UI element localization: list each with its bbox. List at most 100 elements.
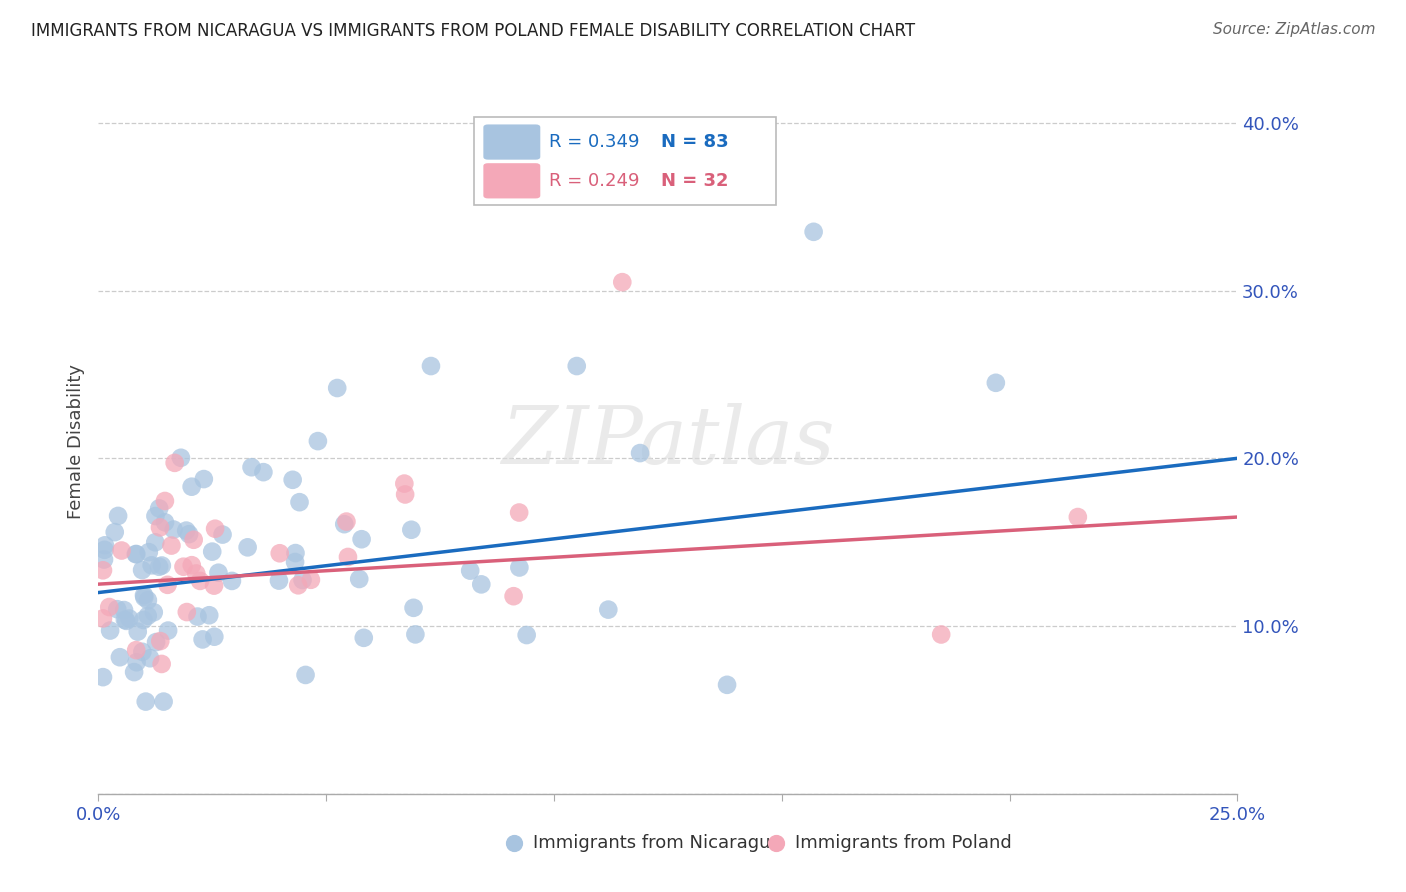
Point	[139, 651, 162, 665]
Point	[202, 630, 225, 644]
Point	[201, 544, 224, 558]
Point	[98, 600, 121, 615]
Point	[132, 588, 155, 602]
Point	[326, 381, 349, 395]
Point	[174, 524, 197, 538]
Point	[125, 547, 148, 561]
Point	[508, 506, 530, 520]
Point	[176, 605, 198, 619]
Point	[508, 560, 530, 574]
Point	[333, 517, 356, 532]
Point	[284, 546, 307, 560]
Point	[170, 450, 193, 465]
Point	[145, 509, 167, 524]
Point	[1067, 510, 1090, 524]
Point	[149, 520, 172, 534]
Point	[173, 559, 195, 574]
Point	[125, 547, 148, 561]
Point	[984, 376, 1007, 390]
Point	[193, 472, 215, 486]
Point	[269, 546, 291, 560]
FancyBboxPatch shape	[474, 118, 776, 205]
Point	[204, 522, 226, 536]
Point	[131, 563, 153, 577]
Point	[107, 508, 129, 523]
Point	[93, 552, 115, 566]
Point	[188, 574, 211, 588]
Point	[347, 572, 370, 586]
Point	[335, 515, 357, 529]
Point	[132, 613, 155, 627]
Point	[180, 558, 202, 573]
Point	[127, 624, 149, 639]
Point	[180, 480, 202, 494]
Text: Source: ZipAtlas.com: Source: ZipAtlas.com	[1212, 22, 1375, 37]
Point	[221, 574, 243, 588]
Point	[152, 695, 174, 709]
Point	[291, 573, 314, 587]
Point	[112, 603, 135, 617]
Point	[350, 533, 373, 547]
Text: R = 0.249: R = 0.249	[550, 172, 640, 190]
Point	[91, 563, 114, 577]
Point	[394, 487, 416, 501]
Point	[93, 542, 115, 557]
Point	[153, 494, 176, 508]
Y-axis label: Female Disability: Female Disability	[66, 364, 84, 519]
Point	[148, 501, 170, 516]
Point	[394, 476, 416, 491]
Text: R = 0.349: R = 0.349	[550, 133, 640, 151]
Point	[148, 559, 170, 574]
Point	[267, 574, 290, 588]
Point	[211, 527, 233, 541]
Point	[91, 670, 114, 684]
Point	[153, 516, 176, 530]
Point	[125, 643, 148, 657]
Point	[163, 523, 186, 537]
Point	[108, 650, 131, 665]
FancyBboxPatch shape	[484, 124, 540, 160]
Point	[156, 578, 179, 592]
Text: Immigrants from Nicaragua: Immigrants from Nicaragua	[533, 834, 782, 852]
Point	[135, 695, 157, 709]
Point	[186, 566, 208, 581]
Point	[191, 632, 214, 647]
Point	[114, 613, 136, 627]
Point	[401, 523, 423, 537]
Point	[136, 593, 159, 607]
Point	[142, 605, 165, 619]
Point	[565, 359, 588, 373]
Point	[299, 573, 322, 587]
Point	[125, 655, 148, 669]
Point	[404, 627, 426, 641]
Point	[202, 579, 225, 593]
Point	[458, 564, 481, 578]
Text: N = 83: N = 83	[661, 133, 728, 151]
Point	[98, 624, 121, 638]
Point	[145, 635, 167, 649]
Point	[138, 545, 160, 559]
Point	[136, 608, 159, 623]
Point	[628, 446, 651, 460]
Point	[141, 558, 163, 573]
Point	[91, 611, 114, 625]
Point	[118, 611, 141, 625]
Point	[110, 543, 132, 558]
Point	[420, 359, 443, 373]
Point	[149, 634, 172, 648]
Point	[470, 577, 492, 591]
Text: N = 32: N = 32	[661, 172, 728, 190]
Point	[307, 434, 329, 449]
Point	[281, 473, 304, 487]
Point	[115, 614, 138, 628]
Point	[186, 609, 208, 624]
Point	[353, 631, 375, 645]
FancyBboxPatch shape	[484, 163, 540, 198]
Point	[287, 578, 309, 592]
Point	[183, 533, 205, 547]
Point	[131, 645, 153, 659]
Point	[207, 566, 229, 580]
Point	[122, 665, 145, 679]
Point	[929, 627, 952, 641]
Point	[160, 539, 183, 553]
